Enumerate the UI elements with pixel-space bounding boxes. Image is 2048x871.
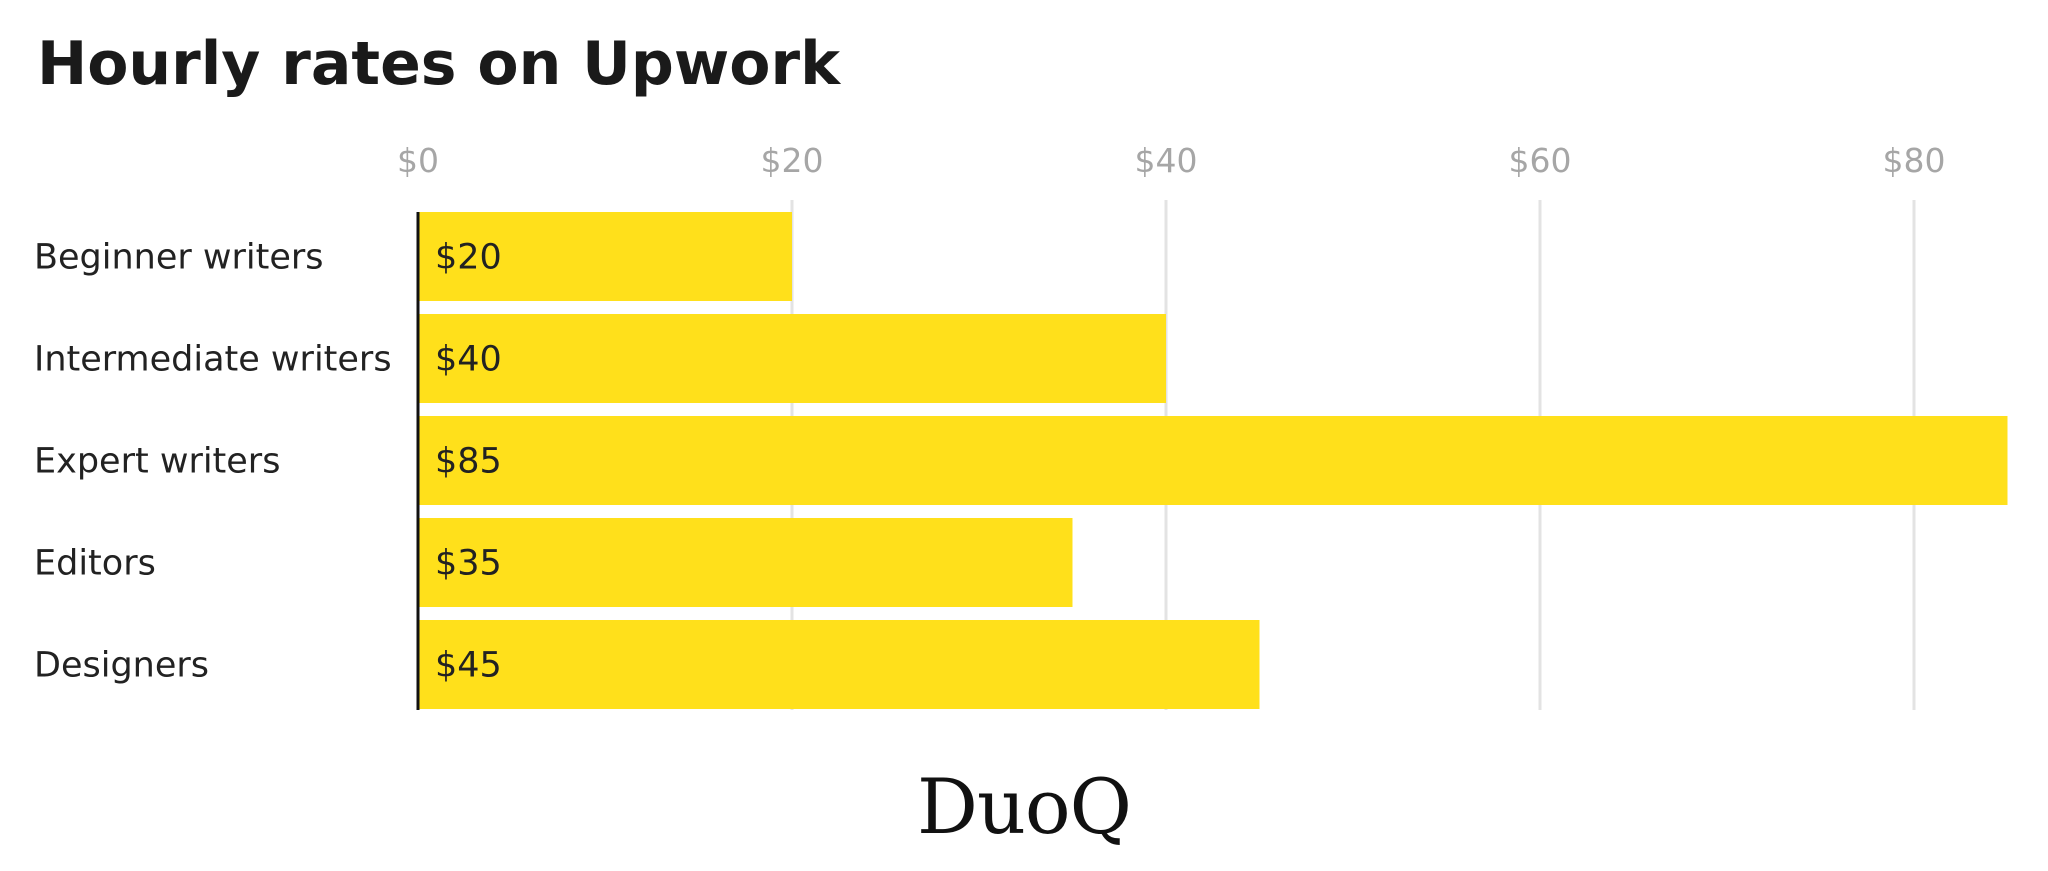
category-labels: Beginner writers Intermediate writers Expe… [34,238,392,686]
duoq-logo: DuoQ [917,762,1132,851]
value-labels: $20 $40 $85 $35 $45 [435,238,502,686]
category-label: Designers [34,646,209,686]
bar-value-label: $20 [435,238,502,278]
x-tick-label: $40 [1135,141,1198,180]
bar-value-label: $85 [435,442,502,482]
bar [418,518,1073,607]
x-axis-ticks: $0 $20 $40 $60 $80 [397,141,1946,180]
category-label: Editors [34,544,156,584]
x-tick-label: $0 [397,141,439,180]
chart-title: Hourly rates on Upwork [37,29,840,99]
x-tick-label: $20 [761,141,824,180]
bar [418,620,1260,709]
x-tick-label: $80 [1883,141,1946,180]
bar [418,212,792,301]
bar-value-label: $35 [435,544,502,584]
bar [418,314,1166,403]
bar [418,416,2008,505]
category-label: Beginner writers [34,238,324,278]
bar-value-label: $40 [435,340,502,380]
category-label: Expert writers [34,442,280,482]
bar-chart: $0 $20 $40 $60 $80 Beginner writers Intermedi… [34,141,2008,710]
x-tick-label: $60 [1509,141,1572,180]
bars [418,212,2008,709]
category-label: Intermediate writers [34,340,392,380]
bar-value-label: $45 [435,646,502,686]
